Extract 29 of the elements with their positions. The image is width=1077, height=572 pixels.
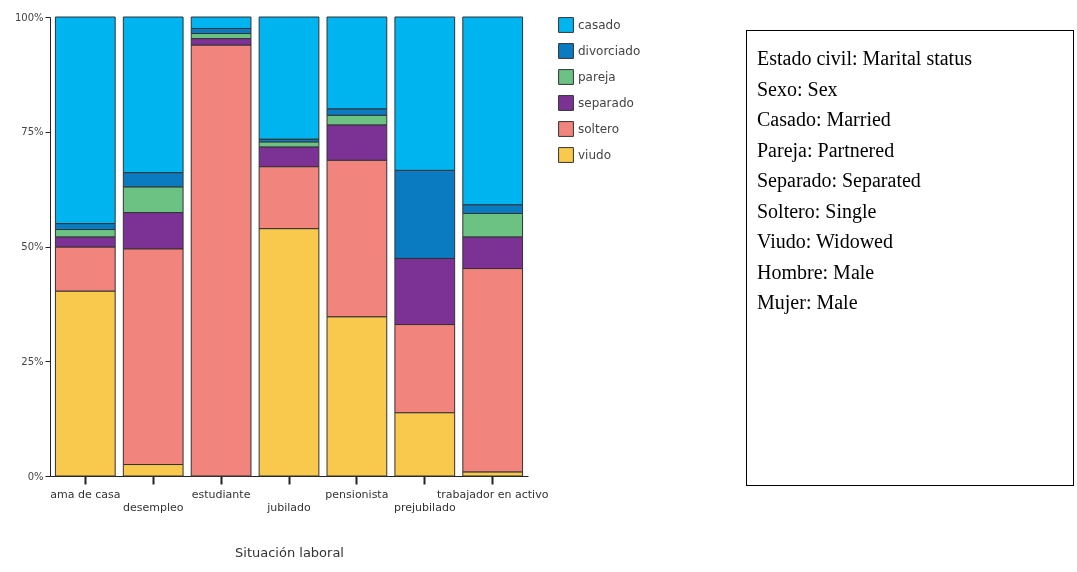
x-tick-label: estudiante	[191, 487, 251, 501]
text: Pareja: Partnered	[757, 137, 896, 164]
text: Mujer: Male	[757, 290, 859, 316]
legend-label: divorciado	[578, 44, 641, 58]
y-tick-label: 50%	[21, 241, 44, 252]
text: Estado civil: Marital status	[757, 46, 973, 71]
legend-label: soltero	[578, 122, 620, 136]
y-tick-label: 75%	[21, 126, 44, 138]
legend-label: viudo	[578, 148, 611, 162]
x-tick-label: trabajador en activo	[436, 487, 549, 501]
legend-label: separado	[578, 96, 634, 110]
x-tick-label: desempleo	[122, 500, 184, 514]
bar	[258, 16, 320, 140]
x-tick-label: pensionista	[325, 487, 389, 501]
text: Casado: Married	[757, 107, 892, 132]
text: Soltero: Single	[757, 198, 878, 225]
text: Hombre: Male	[757, 259, 876, 285]
text: Viudo: Widowed	[757, 229, 894, 254]
x-axis-title: Situación laboral	[235, 544, 344, 560]
x-tick-label: ama de casa	[50, 487, 121, 501]
y-tick-label: 25%	[21, 355, 44, 367]
text: Sexo: Sex	[757, 76, 839, 102]
text: Separado: Separated	[757, 168, 922, 194]
y-tick-label: 0%	[27, 470, 44, 482]
x-tick-label: jubilado	[266, 500, 312, 514]
y-tick-label: 100%	[14, 11, 44, 23]
legend-label: pareja	[578, 70, 616, 84]
legend-label: casado	[578, 18, 621, 32]
x-tick-label: prejubilado	[393, 500, 456, 514]
